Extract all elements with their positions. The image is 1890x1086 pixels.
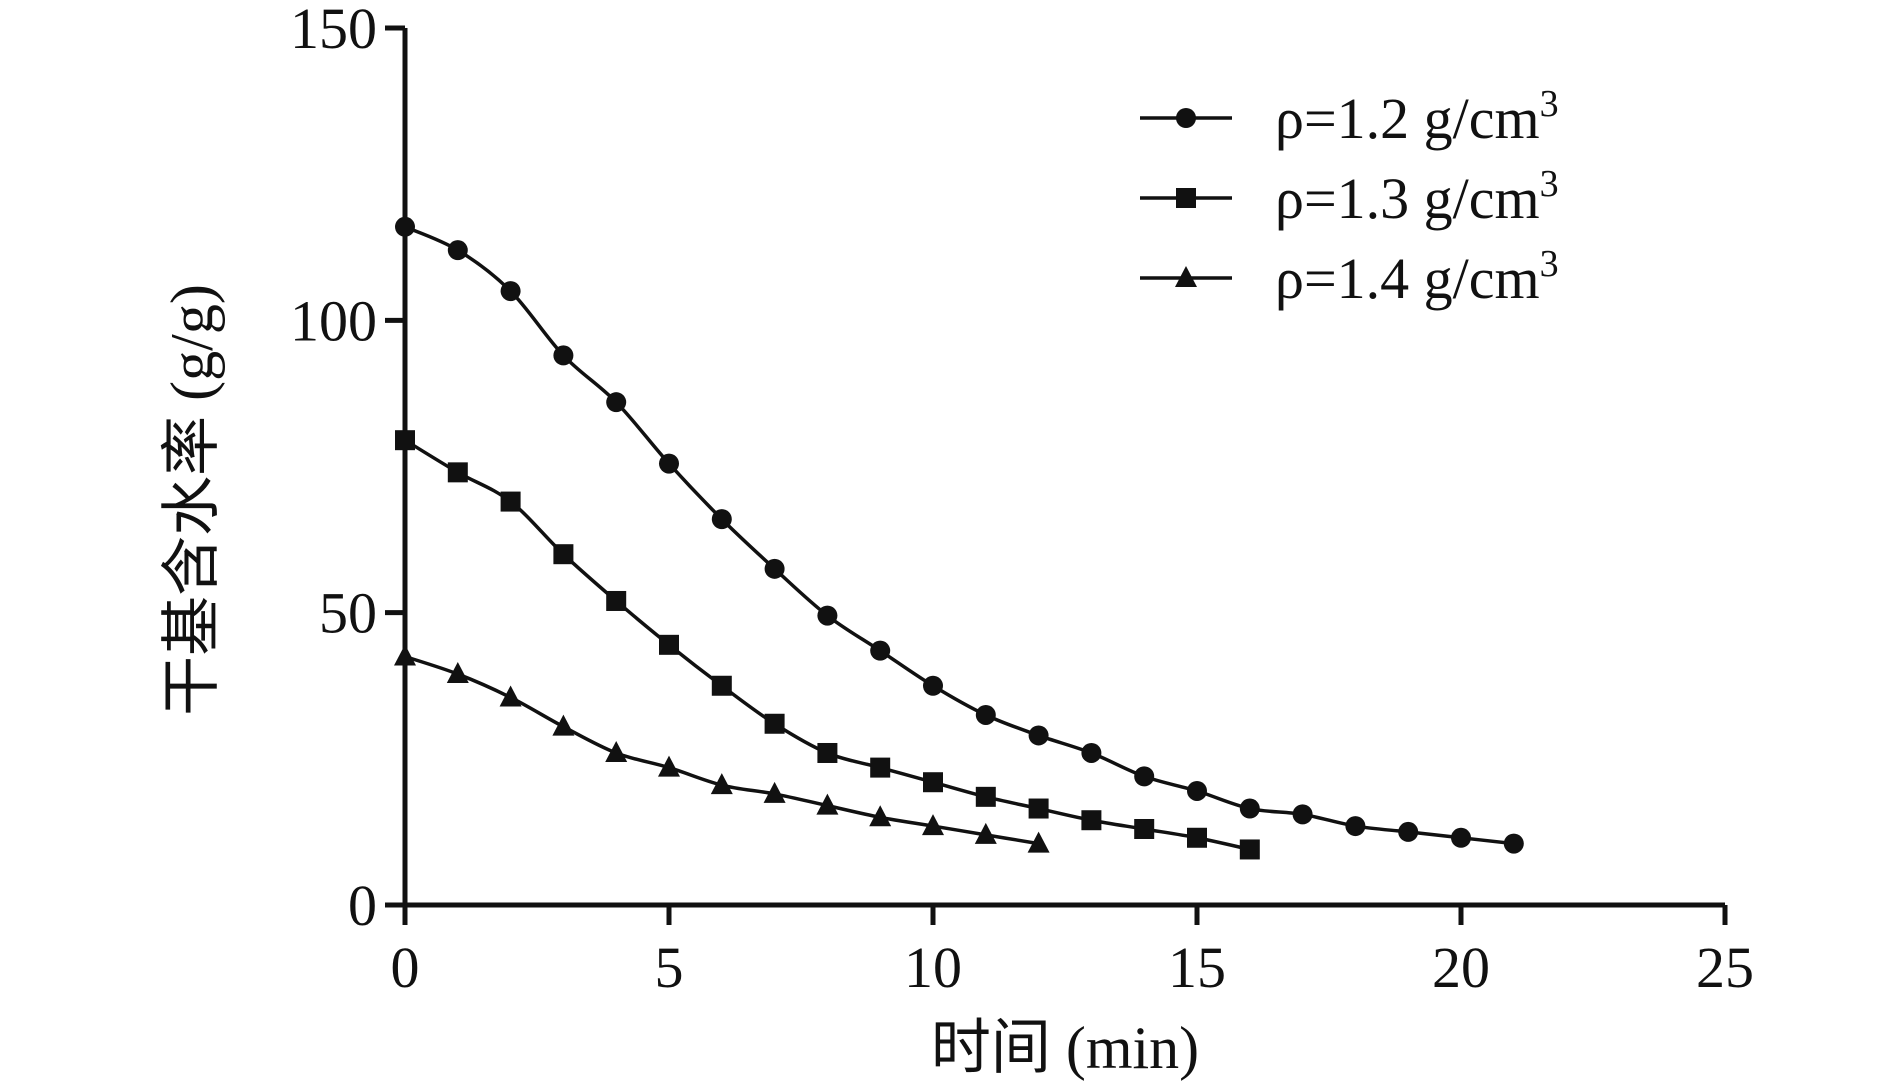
data-point	[447, 240, 468, 261]
series-1	[395, 216, 1524, 854]
y-axis-label: 干基含水率 (g/g)	[159, 284, 225, 716]
data-point	[1081, 742, 1102, 763]
legend-label: ρ=1.4 g/cm3	[1275, 243, 1559, 311]
series-line	[404, 438, 1251, 852]
y-tick-label: 100	[290, 288, 377, 353]
data-point	[659, 634, 679, 655]
data-point	[869, 805, 892, 827]
data-point	[395, 216, 415, 237]
legend: ρ=1.2 g/cm3 ρ=1.3 g/cm3 ρ=1.4 g/cm3	[1140, 83, 1559, 311]
data-point	[500, 281, 521, 302]
data-point	[394, 644, 416, 666]
data-point	[1187, 780, 1207, 801]
data-point	[446, 662, 469, 684]
data-point	[870, 757, 891, 778]
y-tick-label: 150	[290, 0, 377, 61]
series-layer	[394, 216, 1524, 860]
y-tick-label: 50	[319, 581, 377, 646]
axes: 0 50 100 150 0 5 10 15 20 25	[290, 0, 1754, 1000]
data-point	[764, 558, 785, 579]
data-point	[1345, 816, 1366, 837]
legend-item: ρ=1.2 g/cm3	[1140, 83, 1559, 151]
data-point	[658, 755, 680, 777]
data-point	[499, 685, 522, 707]
data-point	[447, 462, 468, 483]
data-point	[1239, 839, 1260, 860]
data-point	[923, 772, 943, 793]
data-point	[816, 793, 839, 815]
x-tick-label: 0	[391, 935, 420, 1000]
data-point	[711, 509, 732, 530]
data-point	[606, 590, 627, 611]
data-point	[1134, 818, 1155, 839]
data-point	[711, 675, 732, 696]
data-point	[1028, 798, 1049, 819]
legend-item: ρ=1.3 g/cm3	[1140, 163, 1559, 231]
data-point	[975, 786, 996, 807]
data-point	[870, 640, 891, 661]
data-point	[1451, 827, 1471, 848]
series-2	[395, 430, 1260, 860]
data-point	[553, 544, 574, 565]
data-point	[1503, 833, 1524, 854]
data-point	[817, 742, 838, 763]
legend-label: ρ=1.3 g/cm3	[1275, 163, 1559, 231]
x-tick-label: 20	[1432, 935, 1490, 1000]
data-point	[1028, 725, 1049, 746]
legend-label: ρ=1.2 g/cm3	[1275, 83, 1559, 151]
series-3	[394, 644, 1050, 853]
data-point	[606, 392, 627, 413]
x-tick-label: 25	[1696, 935, 1754, 1000]
data-point	[659, 453, 679, 474]
x-axis-label: 时间 (min)	[931, 1015, 1199, 1081]
y-tick-label: 0	[348, 873, 377, 938]
x-tick-label: 5	[655, 935, 684, 1000]
data-point	[974, 822, 997, 844]
data-point	[923, 675, 943, 696]
legend-marker	[1176, 188, 1196, 208]
x-tick-label: 10	[904, 935, 962, 1000]
data-point	[975, 704, 996, 725]
data-point	[817, 605, 838, 626]
data-point	[1081, 810, 1102, 831]
series-line	[404, 225, 1514, 846]
x-tick-label: 15	[1168, 935, 1226, 1000]
data-point	[552, 714, 575, 736]
data-point	[922, 814, 944, 836]
legend-item: ρ=1.4 g/cm3	[1140, 243, 1559, 311]
data-point	[764, 713, 785, 734]
data-point	[553, 345, 574, 366]
data-point	[1398, 821, 1419, 842]
data-point	[763, 781, 786, 803]
data-point	[1239, 798, 1260, 819]
data-point	[605, 740, 628, 762]
data-point	[1187, 827, 1207, 848]
data-point	[1292, 804, 1313, 825]
data-point	[1027, 831, 1050, 853]
data-point	[1134, 766, 1155, 787]
data-point	[500, 491, 521, 512]
legend-marker	[1176, 108, 1196, 128]
data-point	[395, 430, 415, 451]
legend-marker	[1175, 266, 1197, 287]
data-point	[710, 773, 733, 795]
